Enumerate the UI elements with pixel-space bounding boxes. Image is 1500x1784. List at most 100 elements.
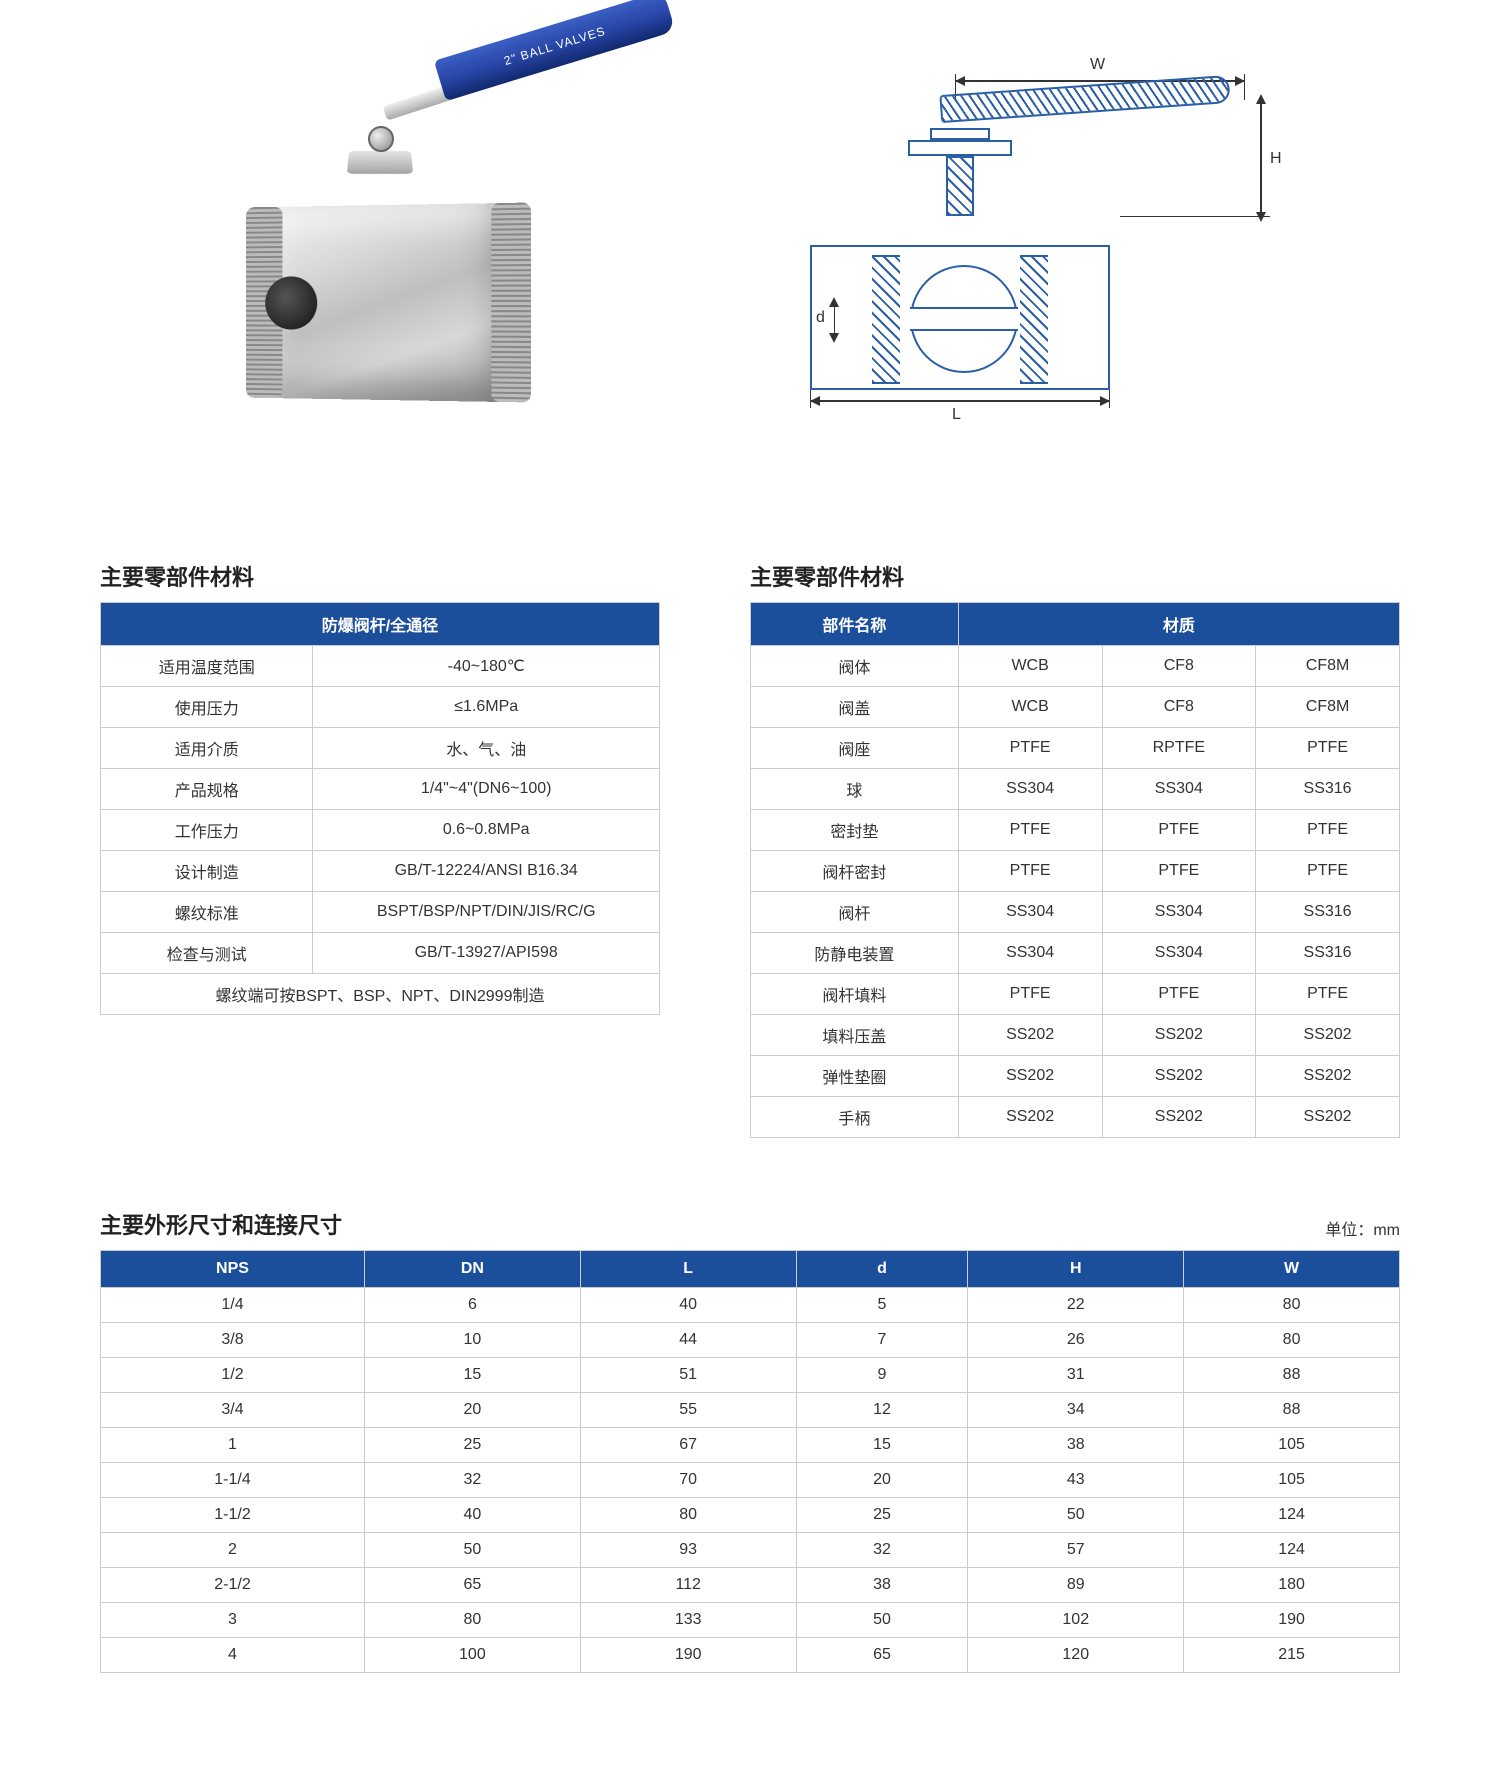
materials-header-mat: 材质	[958, 603, 1399, 646]
drawing-handle	[939, 75, 1230, 123]
material-cell: PTFE	[1102, 851, 1256, 892]
tick	[1109, 390, 1110, 408]
spec-label: 检查与测试	[101, 933, 313, 974]
part-name: 手柄	[751, 1097, 959, 1138]
arrow-icon	[829, 297, 839, 307]
dim-line-l	[810, 400, 1110, 402]
drawing-flange	[908, 140, 1012, 156]
material-cell: SS304	[958, 769, 1102, 810]
dims-cell: 67	[580, 1428, 796, 1463]
dims-col-header: NPS	[101, 1251, 365, 1288]
material-cell: CF8M	[1256, 646, 1400, 687]
dim-label-l: L	[952, 406, 961, 424]
table-row: 螺纹端可按BSPT、BSP、NPT、DIN2999制造	[101, 974, 660, 1015]
dim-line-h	[1260, 100, 1262, 216]
spec-value: 0.6~0.8MPa	[313, 810, 660, 851]
material-cell: PTFE	[1256, 810, 1400, 851]
material-cell: SS202	[1256, 1097, 1400, 1138]
part-name: 球	[751, 769, 959, 810]
valve-body	[254, 203, 523, 403]
dims-cell: 88	[1184, 1358, 1400, 1393]
drawing-bore	[910, 307, 1018, 331]
dims-cell: 1-1/4	[101, 1463, 365, 1498]
dims-cell: 50	[365, 1533, 581, 1568]
dims-cell: 88	[1184, 1393, 1400, 1428]
dims-cell: 31	[968, 1358, 1184, 1393]
specs-table: 防爆阀杆/全通径 适用温度范围-40~180℃使用压力≤1.6MPa适用介质水、…	[100, 602, 660, 1015]
table-row: 产品规格1/4"~4"(DN6~100)	[101, 769, 660, 810]
material-cell: PTFE	[1256, 728, 1400, 769]
dim-label-w: W	[1090, 56, 1105, 74]
dimensions-title: 主要外形尺寸和连接尺寸	[100, 1208, 342, 1240]
table-row: 阀杆SS304SS304SS316	[751, 892, 1400, 933]
table-row: 1-1/432702043105	[101, 1463, 1400, 1498]
table-row: 1-1/240802550124	[101, 1498, 1400, 1533]
dims-cell: 180	[1184, 1568, 1400, 1603]
dims-cell: 1-1/2	[101, 1498, 365, 1533]
table-row: 2-1/2651123889180	[101, 1568, 1400, 1603]
table-row: 1/464052280	[101, 1288, 1400, 1323]
dims-cell: 43	[968, 1463, 1184, 1498]
dims-cell: 124	[1184, 1533, 1400, 1568]
material-cell: SS304	[958, 933, 1102, 974]
dims-cell: 40	[580, 1288, 796, 1323]
arrow-icon	[1256, 212, 1266, 222]
part-name: 弹性垫圈	[751, 1056, 959, 1097]
specs-title: 主要零部件材料	[100, 560, 660, 592]
spec-value: GB/T-13927/API598	[313, 933, 660, 974]
dim-line-d	[834, 303, 835, 337]
material-cell: CF8	[1102, 646, 1256, 687]
dimensions-table: NPSDNLdHW 1/4640522803/81044726801/21551…	[100, 1250, 1400, 1673]
dims-cell: 44	[580, 1323, 796, 1358]
dims-cell: 9	[796, 1358, 968, 1393]
part-name: 密封垫	[751, 810, 959, 851]
dims-cell: 25	[796, 1498, 968, 1533]
table-row: 阀杆密封PTFEPTFEPTFE	[751, 851, 1400, 892]
material-cell: SS304	[1102, 933, 1256, 974]
dims-cell: 65	[796, 1638, 968, 1673]
table-row: 1/2155193188	[101, 1358, 1400, 1393]
material-cell: SS316	[1256, 933, 1400, 974]
part-name: 阀杆填料	[751, 974, 959, 1015]
dims-cell: 40	[365, 1498, 581, 1533]
material-cell: SS304	[1102, 892, 1256, 933]
dims-cell: 32	[796, 1533, 968, 1568]
spec-label: 工作压力	[101, 810, 313, 851]
dims-cell: 20	[365, 1393, 581, 1428]
table-row: 410019065120215	[101, 1638, 1400, 1673]
dims-cell: 190	[580, 1638, 796, 1673]
spec-value: 水、气、油	[313, 728, 660, 769]
dimensions-unit: 单位：mm	[1325, 1216, 1400, 1240]
specs-header: 防爆阀杆/全通径	[101, 603, 660, 646]
material-cell: RPTFE	[1102, 728, 1256, 769]
material-cell: CF8	[1102, 687, 1256, 728]
table-row: 阀座PTFERPTFEPTFE	[751, 728, 1400, 769]
dims-cell: 80	[1184, 1323, 1400, 1358]
table-row: 弹性垫圈SS202SS202SS202	[751, 1056, 1400, 1097]
dims-cell: 12	[796, 1393, 968, 1428]
table-row: 设计制造GB/T-12224/ANSI B16.34	[101, 851, 660, 892]
tick	[1120, 216, 1270, 217]
valve-bolt	[368, 126, 394, 152]
part-name: 填料压盖	[751, 1015, 959, 1056]
dims-cell: 50	[796, 1603, 968, 1638]
part-name: 阀杆密封	[751, 851, 959, 892]
drawing-stem	[946, 156, 974, 216]
tick	[1244, 74, 1245, 100]
dims-cell: 38	[796, 1568, 968, 1603]
materials-header-part: 部件名称	[751, 603, 959, 646]
dims-cell: 25	[365, 1428, 581, 1463]
material-cell: PTFE	[958, 810, 1102, 851]
material-cell: PTFE	[958, 974, 1102, 1015]
table-row: 阀杆填料PTFEPTFEPTFE	[751, 974, 1400, 1015]
part-name: 阀杆	[751, 892, 959, 933]
table-row: 250933257124	[101, 1533, 1400, 1568]
material-cell: SS202	[1102, 1097, 1256, 1138]
dim-label-d: d	[816, 309, 825, 327]
material-cell: PTFE	[958, 728, 1102, 769]
materials-table: 部件名称 材质 阀体WCBCF8CF8M阀盖WCBCF8CF8M阀座PTFERP…	[750, 602, 1400, 1138]
material-cell: PTFE	[1102, 974, 1256, 1015]
dims-cell: 34	[968, 1393, 1184, 1428]
dims-cell: 2	[101, 1533, 365, 1568]
dims-cell: 3/4	[101, 1393, 365, 1428]
